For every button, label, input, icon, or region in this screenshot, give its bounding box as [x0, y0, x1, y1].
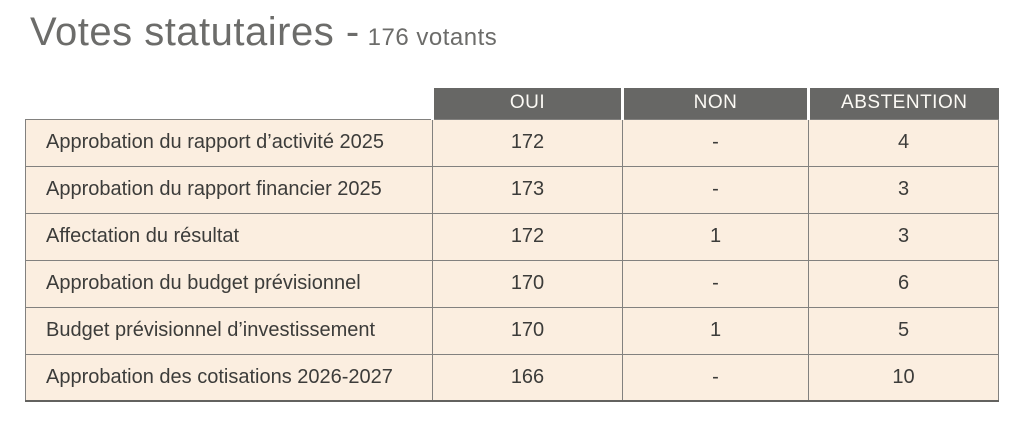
row-label: Approbation du budget prévisionnel: [25, 259, 433, 308]
page-title: Votes statutaires - 176 votants: [30, 10, 497, 55]
oui-cell: 166: [432, 353, 623, 402]
oui-cell: 172: [432, 118, 623, 167]
row-label: Approbation du rapport d’activité 2025: [25, 118, 433, 167]
abstention-cell: 6: [808, 259, 999, 308]
votes-table-container: OUI NON ABSTENTION Approbation du rappor…: [25, 88, 999, 402]
oui-cell: 172: [432, 212, 623, 261]
votants-count: 176 votants: [367, 24, 498, 51]
oui-cell: 173: [432, 165, 623, 214]
oui-cell: 170: [432, 306, 623, 355]
header-row: OUI NON ABSTENTION: [26, 88, 999, 119]
column-header-abstention: ABSTENTION: [807, 88, 999, 119]
table-row: Affectation du résultat 172 1 3: [25, 212, 999, 261]
non-cell: -: [622, 259, 809, 308]
abstention-cell: 10: [808, 353, 999, 402]
votes-table: OUI NON ABSTENTION Approbation du rappor…: [25, 88, 999, 402]
abstention-cell: 3: [808, 212, 999, 261]
row-label: Affectation du résultat: [25, 212, 433, 261]
table-row: Approbation des cotisations 2026-2027 16…: [25, 353, 999, 402]
abstention-cell: 5: [808, 306, 999, 355]
table-row: Approbation du budget prévisionnel 170 -…: [25, 259, 999, 308]
non-cell: 1: [622, 306, 809, 355]
table-row: Approbation du rapport d’activité 2025 1…: [25, 118, 999, 167]
row-label: Budget prévisionnel d’investissement: [25, 306, 433, 355]
non-cell: -: [622, 353, 809, 402]
table-row: Budget prévisionnel d’investissement 170…: [25, 306, 999, 355]
non-cell: 1: [622, 212, 809, 261]
oui-cell: 170: [432, 259, 623, 308]
column-header-oui: OUI: [431, 88, 623, 119]
corner-cell: [26, 88, 433, 119]
abstention-cell: 4: [808, 118, 999, 167]
non-cell: -: [622, 165, 809, 214]
row-label: Approbation des cotisations 2026-2027: [25, 353, 433, 402]
column-header-non: NON: [621, 88, 809, 119]
row-label: Approbation du rapport financier 2025: [25, 165, 433, 214]
table-row: Approbation du rapport financier 2025 17…: [25, 165, 999, 214]
non-cell: -: [622, 118, 809, 167]
abstention-cell: 3: [808, 165, 999, 214]
page-title-main: Votes statutaires -: [30, 10, 360, 54]
